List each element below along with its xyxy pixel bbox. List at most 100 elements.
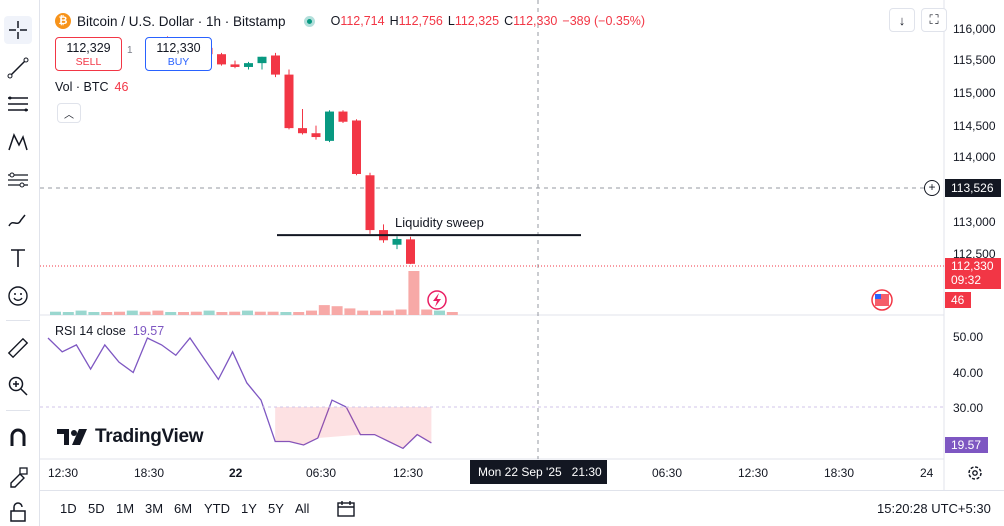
low-value: 112,325 [454, 14, 500, 28]
rsi-axis-label: 40.00 [953, 366, 984, 380]
emoji-icon[interactable] [4, 282, 32, 310]
high-value: 112,756 [398, 14, 443, 28]
time-axis-label: 18:30 [134, 466, 165, 480]
crosshair-time-badge: Mon 22 Sep '25 21:30 [470, 460, 607, 484]
volume-bar [203, 310, 215, 315]
candle-body [338, 111, 348, 122]
lock-drawing-icon[interactable] [4, 462, 32, 490]
candle-body [325, 111, 334, 141]
price-axis-label: 115,500 [953, 53, 996, 67]
low-key: L [447, 14, 455, 28]
volume-bar [434, 310, 445, 315]
sell-button[interactable]: 112,329 SELL [55, 37, 122, 71]
trend-line-icon[interactable] [4, 54, 32, 82]
rsi-line [47, 336, 432, 450]
rsi-axis-label: 50.00 [953, 330, 984, 344]
time-axis-label: 12:30 [48, 466, 79, 480]
last-price-badge: 112,330 09:32 [945, 258, 1001, 289]
buy-button[interactable]: 112,330 BUY [145, 37, 212, 71]
bitcoin-logo-icon[interactable]: ₿ [55, 13, 71, 29]
gear-icon[interactable] [966, 464, 984, 482]
toolbar-divider [6, 320, 30, 321]
zoom-in-icon[interactable] [4, 372, 32, 400]
magnet-icon[interactable] [4, 424, 32, 452]
candle-body [406, 239, 415, 264]
candle-body [244, 63, 253, 67]
volume-bar [139, 311, 151, 315]
volume-bar [50, 311, 61, 315]
candle-body [284, 74, 294, 129]
volume-bar [126, 310, 138, 315]
price-axis-label: 114,500 [953, 119, 996, 133]
volume-bar [357, 310, 369, 315]
volume-bar [267, 311, 279, 315]
chevron-up-icon[interactable]: ︿ [57, 103, 81, 123]
volume-bar [242, 310, 253, 315]
range-ytd[interactable]: YTD [204, 501, 230, 516]
volume-bar [229, 311, 241, 315]
volume-legend-label: Vol · BTC [55, 80, 109, 94]
range-5y[interactable]: 5Y [268, 501, 284, 516]
time-axis-label: 12:30 [738, 466, 769, 480]
candle-body [257, 56, 267, 64]
ruler-icon[interactable] [4, 334, 32, 362]
forecast-icon[interactable] [4, 166, 32, 194]
chart-canvas[interactable]: Liquidity sweep [40, 0, 1004, 490]
drawing-toolbar [0, 0, 40, 526]
price-axis-label: 113,000 [953, 215, 996, 229]
range-5d[interactable]: 5D [88, 501, 105, 516]
time-axis-label: 24 [920, 466, 934, 480]
change-value: −389 (−0.35%) [562, 14, 646, 28]
fib-lines-icon[interactable] [4, 90, 32, 118]
volume-bar [382, 310, 394, 315]
candle-body [365, 175, 375, 231]
range-1d[interactable]: 1D [60, 501, 77, 516]
spread-value: 1 [127, 45, 133, 56]
time-axis-label: 06:30 [652, 466, 683, 480]
candle-body [230, 64, 240, 67]
range-1m[interactable]: 1M [116, 501, 135, 516]
tradingview-logo-text: TradingView [95, 426, 204, 447]
price-axis-label: 116,000 [953, 22, 996, 36]
crosshair-icon[interactable] [4, 16, 32, 44]
rsi-legend-label: RSI 14 close [55, 324, 126, 338]
volume-legend[interactable]: Vol · BTC 46 [55, 80, 128, 94]
price-axis-label: 115,000 [953, 86, 996, 100]
pattern-icon[interactable] [4, 128, 32, 156]
volume-bar [318, 305, 330, 315]
volume-bar [178, 312, 189, 315]
buy-label: BUY [167, 56, 190, 68]
candle-body [271, 55, 280, 75]
volume-bar [306, 310, 317, 315]
range-3m[interactable]: 3M [145, 501, 164, 516]
high-key: H [389, 14, 399, 28]
sell-price: 112,329 [66, 41, 111, 55]
symbol-title[interactable]: Bitcoin / U.S. Dollar · 1h · Bitstamp [77, 13, 286, 29]
tradingview-logo-icon [57, 429, 87, 445]
utc-clock[interactable]: 15:20:28 UTC+5:30 [877, 501, 991, 516]
time-axis-label: 12:30 [393, 466, 424, 480]
close-value: 112,330 [513, 14, 558, 28]
buy-price: 112,330 [156, 41, 201, 55]
tradingview-logo[interactable]: TradingView [57, 426, 204, 448]
volume-bar [152, 310, 164, 315]
rsi-legend[interactable]: RSI 14 close 19.57 [55, 324, 164, 338]
add-alert-plus-icon[interactable]: + [924, 180, 940, 196]
candle-body [311, 133, 321, 138]
range-1y[interactable]: 1Y [241, 501, 257, 516]
volume-bar [75, 310, 87, 315]
date-range-calendar-icon[interactable] [336, 499, 356, 519]
symbol-header: ₿ Bitcoin / U.S. Dollar · 1h · Bitstamp … [47, 8, 650, 34]
volume-bar [344, 308, 356, 315]
sell-label: SELL [75, 56, 102, 68]
fullscreen-icon[interactable]: ⛶ [921, 8, 947, 32]
open-value: 112,714 [340, 14, 385, 28]
volume-bar [165, 312, 177, 315]
range-6m[interactable]: 6M [174, 501, 193, 516]
text-icon[interactable] [4, 244, 32, 272]
candle-body [352, 120, 361, 174]
unlock-icon[interactable] [4, 498, 32, 526]
range-all[interactable]: All [295, 501, 310, 516]
brush-icon[interactable] [4, 206, 32, 234]
download-arrow-icon[interactable]: ↓ [889, 8, 915, 32]
